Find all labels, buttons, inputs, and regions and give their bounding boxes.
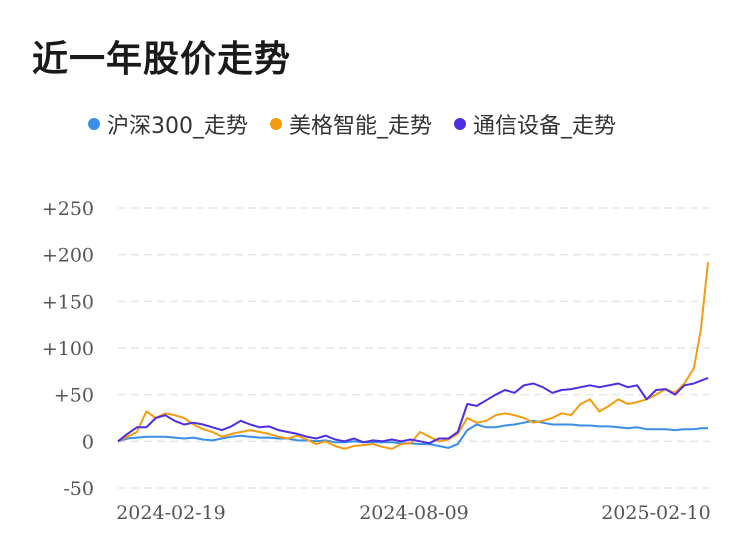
y-axis-ticks: +250 +200 +150 +100 +50 0 -50 <box>42 198 94 500</box>
series-line-meige <box>117 261 709 450</box>
y-tick-label: +100 <box>42 338 94 360</box>
x-axis-ticks: 2024-02-19 2024-08-09 2025-02-10 <box>116 502 711 524</box>
legend-dot-hs300 <box>88 118 100 130</box>
series-lines <box>117 261 709 450</box>
y-tick-label: 0 <box>82 431 94 453</box>
y-tick-label: +200 <box>42 245 94 267</box>
legend-item-hs300[interactable]: 沪深300_走势 <box>88 108 248 140</box>
y-tick-label: +150 <box>42 291 94 313</box>
legend-dot-meige <box>270 118 282 130</box>
y-tick-label: -50 <box>63 478 94 500</box>
grid-lines <box>118 207 710 489</box>
legend-label-meige: 美格智能_走势 <box>289 114 433 139</box>
legend-label-hs300: 沪深300_走势 <box>107 114 248 139</box>
x-tick-label: 2024-08-09 <box>359 502 469 524</box>
y-tick-label: +50 <box>54 385 94 407</box>
legend-item-telecom[interactable]: 通信设备_走势 <box>454 108 616 140</box>
x-tick-label: 2024-02-19 <box>116 502 226 524</box>
series-line-hs300 <box>117 419 708 449</box>
legend: 沪深300_走势 美格智能_走势 通信设备_走势 <box>88 108 638 140</box>
series-line-telecom <box>117 376 709 445</box>
legend-dot-telecom <box>454 118 467 130</box>
legend-item-meige[interactable]: 美格智能_走势 <box>270 108 432 140</box>
page-title: 近一年股价走势 <box>32 39 292 80</box>
x-tick-label: 2025-02-10 <box>601 502 711 524</box>
legend-label-telecom: 通信设备_走势 <box>473 114 617 139</box>
y-tick-label: +250 <box>42 198 94 220</box>
